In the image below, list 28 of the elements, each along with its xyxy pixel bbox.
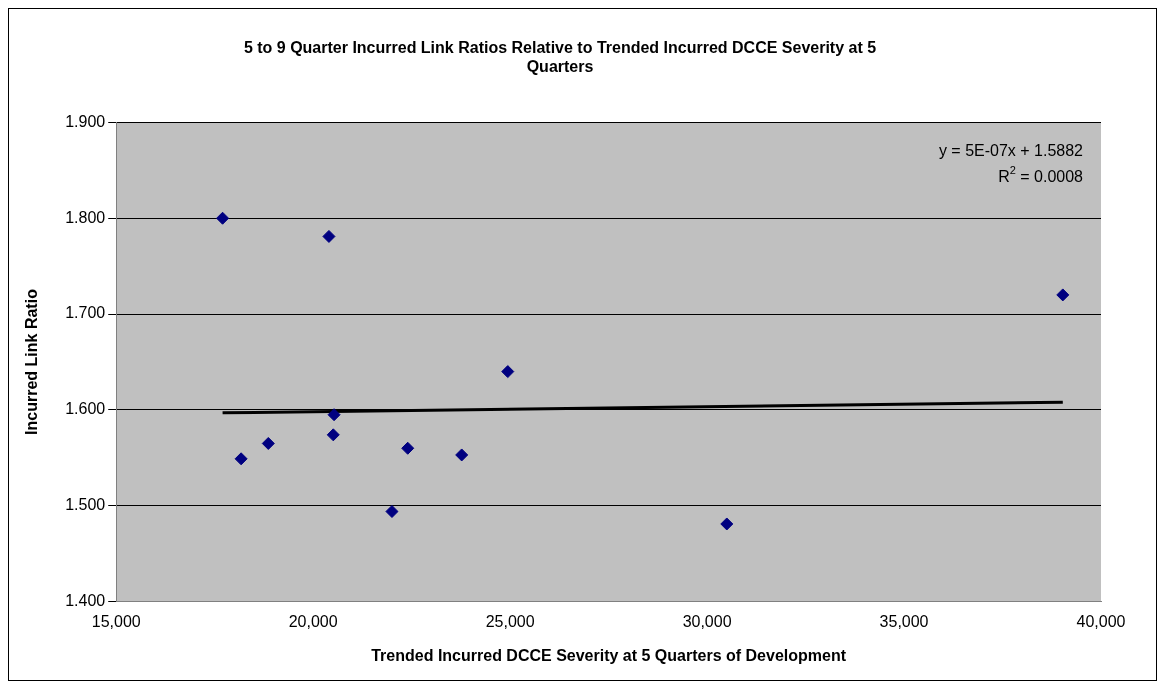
annotation: y = 5E-07x + 1.5882 [938,142,1084,160]
x-tick-label: 30,000 [682,612,732,630]
y-axis-title: Incurred Link Ratio [23,288,41,435]
y-tick-label: 1.900 [65,112,106,130]
y-tick-label: 1.700 [65,304,106,322]
x-tick-label: 40,000 [1076,612,1126,630]
point [234,452,248,466]
x-axis-title: Trended Incurred DCCE Severity at 5 Quarters of Development [371,646,847,664]
x-tick-label: 35,000 [879,612,929,630]
x-tick-label: 15,000 [91,612,141,630]
point [401,441,415,455]
point [455,448,469,462]
point [261,436,275,450]
y-tick-label: 1.800 [65,208,106,226]
point [326,428,340,442]
point [1056,288,1070,302]
x-tick-label: 25,000 [485,612,535,630]
point [720,517,734,531]
point [385,505,399,519]
point [327,408,341,422]
x-tick-label: 20,000 [288,612,338,630]
y-tick-label: 1.500 [65,496,106,514]
point [501,365,515,379]
point [322,229,336,243]
y-tick-label: 1.600 [65,400,106,418]
point [216,211,230,225]
y-tick-label: 1.400 [65,592,106,610]
chart-title: 5 to 9 Quarter Incurred Link Ratios Relative to Trended Incurred DCCE Severity at 5 Quarters [243,39,877,76]
